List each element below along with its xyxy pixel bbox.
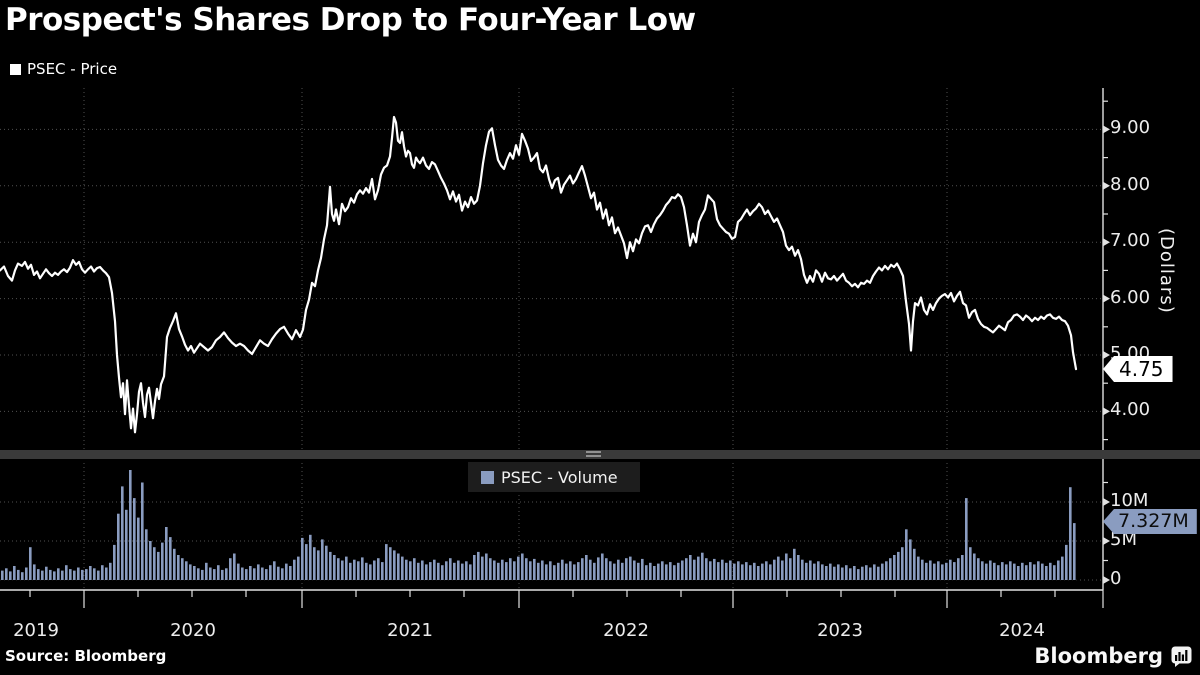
- x-axis-year-label: 2024: [999, 620, 1045, 641]
- x-axis-year-label: 2019: [13, 620, 59, 641]
- volume-axis-tick-label: 10M: [1110, 490, 1149, 511]
- bloomberg-chart-icon: [1171, 646, 1192, 667]
- price-axis-tick-label: 4.00: [1110, 399, 1151, 421]
- panel-divider-handle-icon[interactable]: [586, 451, 601, 457]
- bloomberg-wordmark: Bloomberg: [1034, 644, 1163, 668]
- x-axis-year-label: 2023: [817, 620, 863, 641]
- volume-axis-tick-label: 5M: [1110, 529, 1137, 550]
- bloomberg-logo: Bloomberg: [1034, 644, 1192, 668]
- price-axis-tick-label: 6.00: [1110, 286, 1151, 308]
- chart-title: Prospect's Shares Drop to Four-Year Low: [5, 2, 696, 38]
- x-axis-year-label: 2022: [603, 620, 649, 641]
- price-series-marker-icon: [10, 63, 21, 75]
- volume-legend: PSEC - Volume: [468, 462, 640, 492]
- volume-series-marker-icon: [481, 470, 494, 484]
- price-axis-tick-label: 9.00: [1110, 117, 1151, 139]
- x-axis-year-label: 2021: [387, 620, 433, 641]
- price-axis-tick-label: 8.00: [1110, 173, 1151, 195]
- last-volume-tag: 7.327M: [1103, 509, 1197, 534]
- price-axis-tick-label: 7.00: [1110, 230, 1151, 252]
- price-legend: PSEC - Price: [10, 60, 117, 78]
- volume-axis-tick-label: 0: [1110, 568, 1122, 589]
- x-axis-year-label: 2020: [170, 620, 216, 641]
- price-legend-label: PSEC - Price: [27, 60, 118, 78]
- last-price-tag: 4.75: [1103, 356, 1173, 382]
- volume-legend-label: PSEC - Volume: [501, 467, 618, 487]
- price-axis-unit-label: (Dollars): [1156, 228, 1177, 314]
- source-attribution: Source: Bloomberg: [5, 647, 167, 665]
